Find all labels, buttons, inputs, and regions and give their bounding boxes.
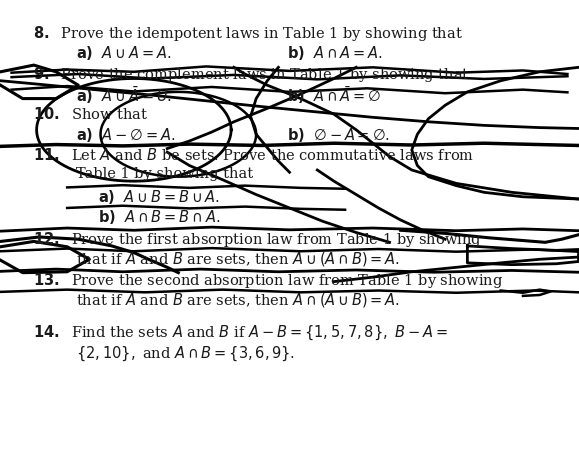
Text: $\mathbf{a)}$  $A \cup B = B \cup A.$: $\mathbf{a)}$ $A \cup B = B \cup A.$ (98, 188, 219, 206)
Text: $\mathbf{12.}$  Prove the first absorption law from Table 1 by showing: $\mathbf{12.}$ Prove the first absorptio… (32, 230, 482, 249)
Text: $\mathbf{b)}$  $\emptyset - A = \emptyset.$: $\mathbf{b)}$ $\emptyset - A = \emptyset… (287, 126, 390, 144)
Text: $\mathbf{b)}$  $A \cap A = A.$: $\mathbf{b)}$ $A \cap A = A.$ (287, 44, 383, 62)
Text: that if $A$ and $B$ are sets, then $A \cup (A \cap B) = A.$: that if $A$ and $B$ are sets, then $A \c… (75, 250, 400, 268)
Text: $\mathbf{14.}$  Find the sets $A$ and $B$ if $A - B = \{1, 5, 7, 8\},\ B - A =$: $\mathbf{14.}$ Find the sets $A$ and $B$… (32, 324, 448, 342)
Text: $\{2, 10\},$ and $A \cap B = \{3, 6, 9\}.$: $\{2, 10\},$ and $A \cap B = \{3, 6, 9\}… (75, 344, 294, 363)
Text: Table 1 by showing that: Table 1 by showing that (75, 167, 252, 181)
Text: $\mathbf{b)}$  $A \cap B = B \cap A.$: $\mathbf{b)}$ $A \cap B = B \cap A.$ (98, 208, 220, 226)
Text: $\mathbf{9.}$  Prove the complement laws in Table 1 by showing that: $\mathbf{9.}$ Prove the complement laws … (32, 65, 470, 84)
Text: that if $A$ and $B$ are sets, then $A \cap (A \cup B) = A.$: that if $A$ and $B$ are sets, then $A \c… (75, 292, 400, 309)
Text: $\mathbf{13.}$  Prove the second absorption law from Table 1 by showing: $\mathbf{13.}$ Prove the second absorpti… (32, 271, 503, 290)
Text: $\mathbf{10.}$  Show that: $\mathbf{10.}$ Show that (32, 106, 148, 122)
Text: $\mathbf{b)}$  $A \cap \bar{A} = \emptyset$: $\mathbf{b)}$ $A \cap \bar{A} = \emptyse… (287, 85, 381, 106)
Text: $\mathbf{a)}$  $A \cup \bar{A} = U.$: $\mathbf{a)}$ $A \cup \bar{A} = U.$ (75, 85, 171, 106)
Text: $\mathbf{8.}$  Prove the idempotent laws in Table 1 by showing that: $\mathbf{8.}$ Prove the idempotent laws … (32, 24, 463, 43)
Text: $\mathbf{a)}$  $A - \emptyset = A.$: $\mathbf{a)}$ $A - \emptyset = A.$ (75, 126, 175, 144)
Text: $\mathbf{11.}$  Let $A$ and $B$ be sets. Prove the commutative laws from: $\mathbf{11.}$ Let $A$ and $B$ be sets. … (32, 147, 474, 163)
Text: $\mathbf{a)}$  $A \cup A = A.$: $\mathbf{a)}$ $A \cup A = A.$ (75, 44, 171, 62)
